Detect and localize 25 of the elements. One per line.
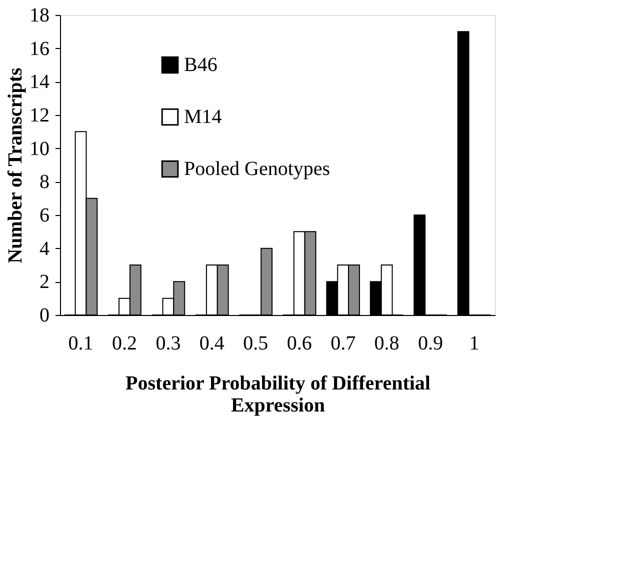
x-tick-label: 0.2 (112, 332, 137, 354)
y-tick-label: 12 (30, 104, 50, 126)
x-axis-title: Posterior Probability of Differential Expression (126, 372, 431, 416)
legend-label: B46 (184, 54, 218, 76)
x-tick-label: 0.4 (199, 332, 224, 354)
x-tick-label: 0.6 (286, 332, 312, 354)
x-tick-label: 0.9 (418, 332, 444, 354)
y-tick-label: 16 (30, 38, 50, 60)
x-tick-label: 1 (469, 332, 480, 354)
x-tick-label: 0.1 (68, 332, 94, 354)
y-tick-label: 18 (30, 4, 50, 26)
y-tick-label: 10 (30, 138, 50, 160)
legend-label: M14 (184, 106, 222, 128)
y-tick-label: 2 (40, 271, 50, 294)
y-tick-label: 14 (30, 71, 50, 94)
y-tick-label: 4 (40, 238, 50, 260)
legend-label: Pooled Genotypes (184, 158, 330, 180)
y-tick-label: 8 (40, 171, 50, 194)
y-axis-title: Number of Transcripts (4, 68, 26, 264)
x-tick-label: 0.8 (374, 332, 400, 354)
y-tick-label: 0 (40, 304, 50, 326)
x-tick-label: 0.5 (243, 332, 268, 354)
x-tick-label: 0.3 (156, 332, 181, 354)
x-tick-label: 0.7 (330, 332, 356, 354)
y-tick-label: 6 (40, 204, 50, 226)
